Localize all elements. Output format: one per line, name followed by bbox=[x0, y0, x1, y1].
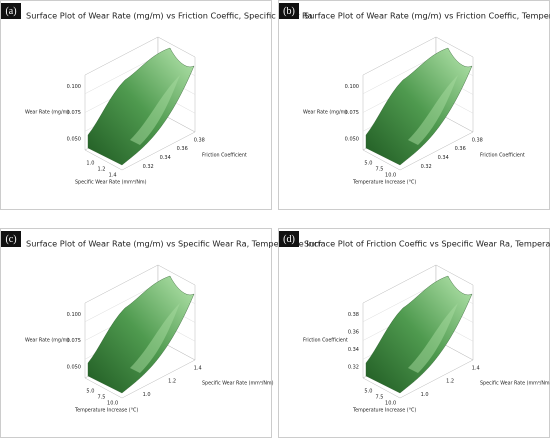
surface-highlight bbox=[130, 303, 180, 373]
panel: (c) Surface Plot of Wear Rate (mg/m) vs S… bbox=[0, 228, 322, 438]
x-tick-label: 10.0 bbox=[107, 401, 118, 407]
y-tick-label: 0.32 bbox=[143, 164, 154, 170]
y-axis-label: Specific Wear Rate (mm³/Nm) bbox=[480, 381, 550, 387]
panel-label-box bbox=[279, 3, 299, 19]
surface bbox=[87, 275, 195, 394]
y-tick-label: 1.2 bbox=[446, 379, 454, 385]
z-axis-label: Wear Rate (mg/m) bbox=[25, 110, 69, 116]
surface bbox=[365, 47, 473, 166]
surface-highlight bbox=[408, 303, 458, 373]
surface-highlight bbox=[130, 75, 180, 145]
panel-label: (b) bbox=[283, 6, 295, 17]
z-tick-label: 0.050 bbox=[67, 136, 81, 142]
y-tick-label: 0.36 bbox=[177, 146, 188, 152]
surface bbox=[365, 275, 473, 394]
panel-title: Surface Plot of Wear Rate (mg/m) vs Spec… bbox=[26, 239, 322, 249]
x-axis-label: Temperature Increase (°C) bbox=[352, 180, 416, 186]
panel-border bbox=[0, 0, 272, 210]
panel: (b) Surface Plot of Wear Rate (mg/m) vs F… bbox=[278, 0, 550, 210]
z-tick-label: 0.36 bbox=[348, 329, 359, 335]
z-tick-label: 0.34 bbox=[348, 347, 359, 353]
x-tick-label: 5.0 bbox=[364, 389, 372, 395]
y-tick-label: 1.0 bbox=[421, 392, 429, 398]
y-tick-label: 0.32 bbox=[421, 164, 432, 170]
panel-label-box bbox=[1, 3, 21, 19]
z-tick-label: 0.075 bbox=[67, 110, 81, 116]
panel-label-box bbox=[1, 231, 21, 247]
z-axis-label: Wear Rate (mg/m) bbox=[25, 338, 69, 344]
x-tick-label: 5.0 bbox=[364, 161, 372, 167]
x-tick-label: 10.0 bbox=[385, 401, 396, 407]
z-axis-label: Friction Coefficient bbox=[303, 338, 348, 344]
z-tick-label: 0.075 bbox=[345, 110, 359, 116]
y-tick-label: 0.34 bbox=[438, 155, 449, 161]
surface bbox=[87, 47, 195, 166]
z-axis-label: Wear Rate (mg/m) bbox=[303, 110, 347, 116]
surface-highlight bbox=[408, 75, 458, 145]
y-tick-label: 0.38 bbox=[472, 137, 483, 143]
x-tick-label: 1.0 bbox=[86, 161, 94, 167]
x-axis-label: Temperature Increase (°C) bbox=[74, 408, 138, 414]
x-tick-label: 5.0 bbox=[86, 389, 94, 395]
y-tick-label: 1.2 bbox=[168, 379, 176, 385]
y-tick-label: 0.34 bbox=[160, 155, 171, 161]
z-tick-label: 0.32 bbox=[348, 364, 359, 370]
panel: (a) Surface Plot of Wear Rate (mg/m) vs F… bbox=[0, 0, 313, 210]
x-axis-label: Specific Wear Rate (mm³/Nm) bbox=[75, 180, 147, 186]
y-tick-label: 0.36 bbox=[455, 146, 466, 152]
y-tick-label: 1.0 bbox=[143, 392, 151, 398]
z-tick-label: 0.100 bbox=[67, 84, 81, 90]
y-tick-label: 1.4 bbox=[194, 365, 202, 371]
panel-label: (a) bbox=[5, 6, 16, 17]
panel-label: (c) bbox=[5, 234, 16, 245]
y-tick-label: 1.4 bbox=[472, 365, 480, 371]
z-tick-label: 0.38 bbox=[348, 312, 359, 318]
x-tick-label: 1.4 bbox=[109, 173, 117, 179]
x-tick-label: 10.0 bbox=[385, 173, 396, 179]
z-tick-label: 0.075 bbox=[67, 338, 81, 344]
x-axis-label: Temperature Increase (°C) bbox=[352, 408, 416, 414]
y-axis-label: Specific Wear Rate (mm³/Nm) bbox=[202, 381, 274, 387]
panel-title: Surface Plot of Wear Rate (mg/m) vs Fric… bbox=[26, 11, 313, 21]
y-tick-label: 0.38 bbox=[194, 137, 205, 143]
x-tick-label: 1.2 bbox=[98, 167, 106, 173]
panel-label-box bbox=[279, 231, 299, 247]
panel-label: (d) bbox=[283, 234, 295, 245]
x-tick-label: 7.5 bbox=[376, 395, 384, 401]
x-tick-label: 7.5 bbox=[376, 167, 384, 173]
x-tick-label: 7.5 bbox=[98, 395, 106, 401]
y-axis-label: Friction Coefficient bbox=[480, 153, 525, 159]
panel: (d) Surface Plot of Friction Coeffic vs S… bbox=[278, 228, 550, 438]
z-tick-label: 0.100 bbox=[345, 84, 359, 90]
z-tick-label: 0.100 bbox=[67, 312, 81, 318]
z-tick-label: 0.050 bbox=[345, 136, 359, 142]
panel-title: Surface Plot of Wear Rate (mg/m) vs Fric… bbox=[304, 11, 550, 21]
panel-title: Surface Plot of Friction Coeffic vs Spec… bbox=[304, 239, 550, 249]
z-tick-label: 0.050 bbox=[67, 364, 81, 370]
y-axis-label: Friction Coefficient bbox=[202, 153, 247, 159]
